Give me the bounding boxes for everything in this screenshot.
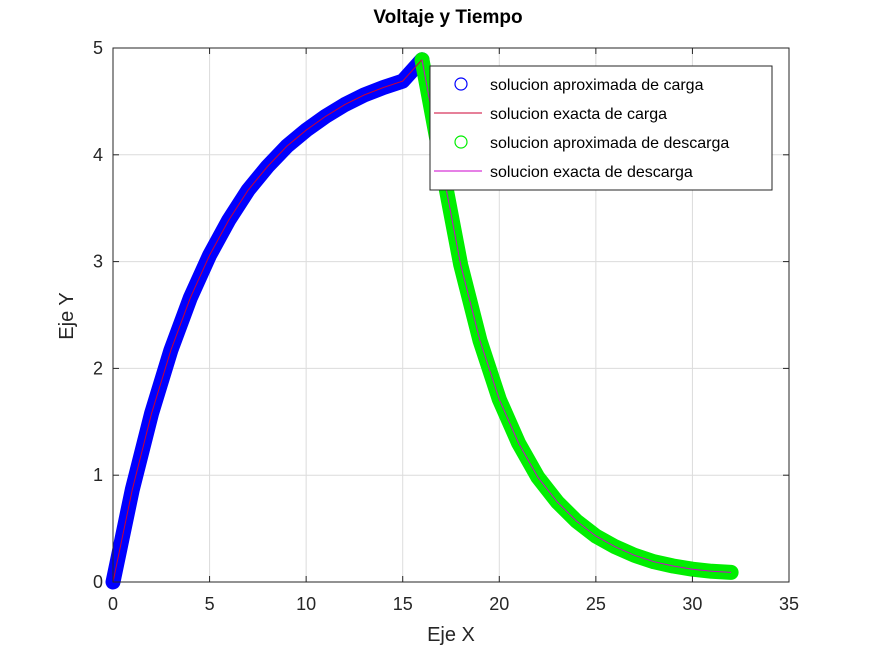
data-point — [473, 333, 487, 348]
legend-marker — [454, 135, 468, 149]
data-point — [376, 80, 391, 95]
data-point — [531, 470, 545, 485]
data-point — [550, 495, 564, 509]
data-point — [589, 529, 603, 543]
y-axis-label: Eje Y — [56, 292, 78, 339]
data-point — [511, 436, 526, 450]
data-point — [125, 482, 140, 497]
data-point — [222, 213, 236, 227]
data-point — [144, 406, 159, 421]
legend-label: solucion exacta de descarga — [490, 164, 693, 181]
data-point — [260, 159, 275, 174]
data-point — [685, 562, 700, 576]
y-tick-label: 3 — [93, 252, 103, 272]
y-tick-label: 2 — [93, 358, 103, 378]
chart-title: Voltaje y Tiempo — [373, 7, 522, 28]
x-axis-label: Eje X — [427, 624, 475, 646]
x-tick-label: 35 — [779, 594, 799, 614]
legend-box — [429, 65, 773, 191]
x-tick-label: 25 — [586, 594, 606, 614]
legend-label: solucion aproximada de carga — [490, 77, 704, 94]
axes-box — [112, 47, 790, 583]
x-tick-label: 0 — [108, 594, 118, 614]
data-point — [202, 248, 217, 262]
data-point — [338, 97, 352, 112]
data-point — [164, 343, 178, 357]
data-point — [666, 559, 680, 573]
data-point — [627, 548, 642, 563]
x-tick-label: 15 — [393, 594, 413, 614]
y-tick-label: 5 — [93, 38, 103, 58]
legend-label: solucion exacta de carga — [490, 106, 667, 123]
data-point — [357, 88, 371, 102]
series-line — [112, 59, 423, 583]
x-tick-label: 5 — [205, 594, 215, 614]
data-point — [453, 258, 468, 272]
x-tick-label: 30 — [682, 594, 702, 614]
x-tick-label: 20 — [489, 594, 509, 614]
data-point — [280, 139, 294, 154]
ticks: 0 5 10 15 20 25 30 35 0 1 2 3 4 5 — [93, 38, 799, 614]
series-line — [421, 59, 732, 573]
data-point — [241, 183, 255, 197]
y-tick-label: 0 — [93, 572, 103, 592]
data-point — [318, 109, 333, 124]
data-point — [395, 74, 410, 88]
y-tick-label: 4 — [93, 145, 103, 165]
series-layer — [105, 52, 739, 590]
legend-marker — [454, 77, 468, 91]
legend-label: solucion aproximada de descarga — [490, 135, 729, 152]
data-point — [569, 514, 584, 528]
data-point — [647, 554, 661, 569]
data-point — [299, 123, 313, 137]
y-tick-label: 1 — [93, 465, 103, 485]
data-point — [608, 540, 622, 554]
data-point — [415, 52, 429, 67]
data-point — [183, 291, 198, 305]
x-tick-label: 10 — [296, 594, 316, 614]
legend: solucion aproximada de carga solucion exa… — [429, 65, 773, 191]
data-point — [492, 392, 507, 407]
